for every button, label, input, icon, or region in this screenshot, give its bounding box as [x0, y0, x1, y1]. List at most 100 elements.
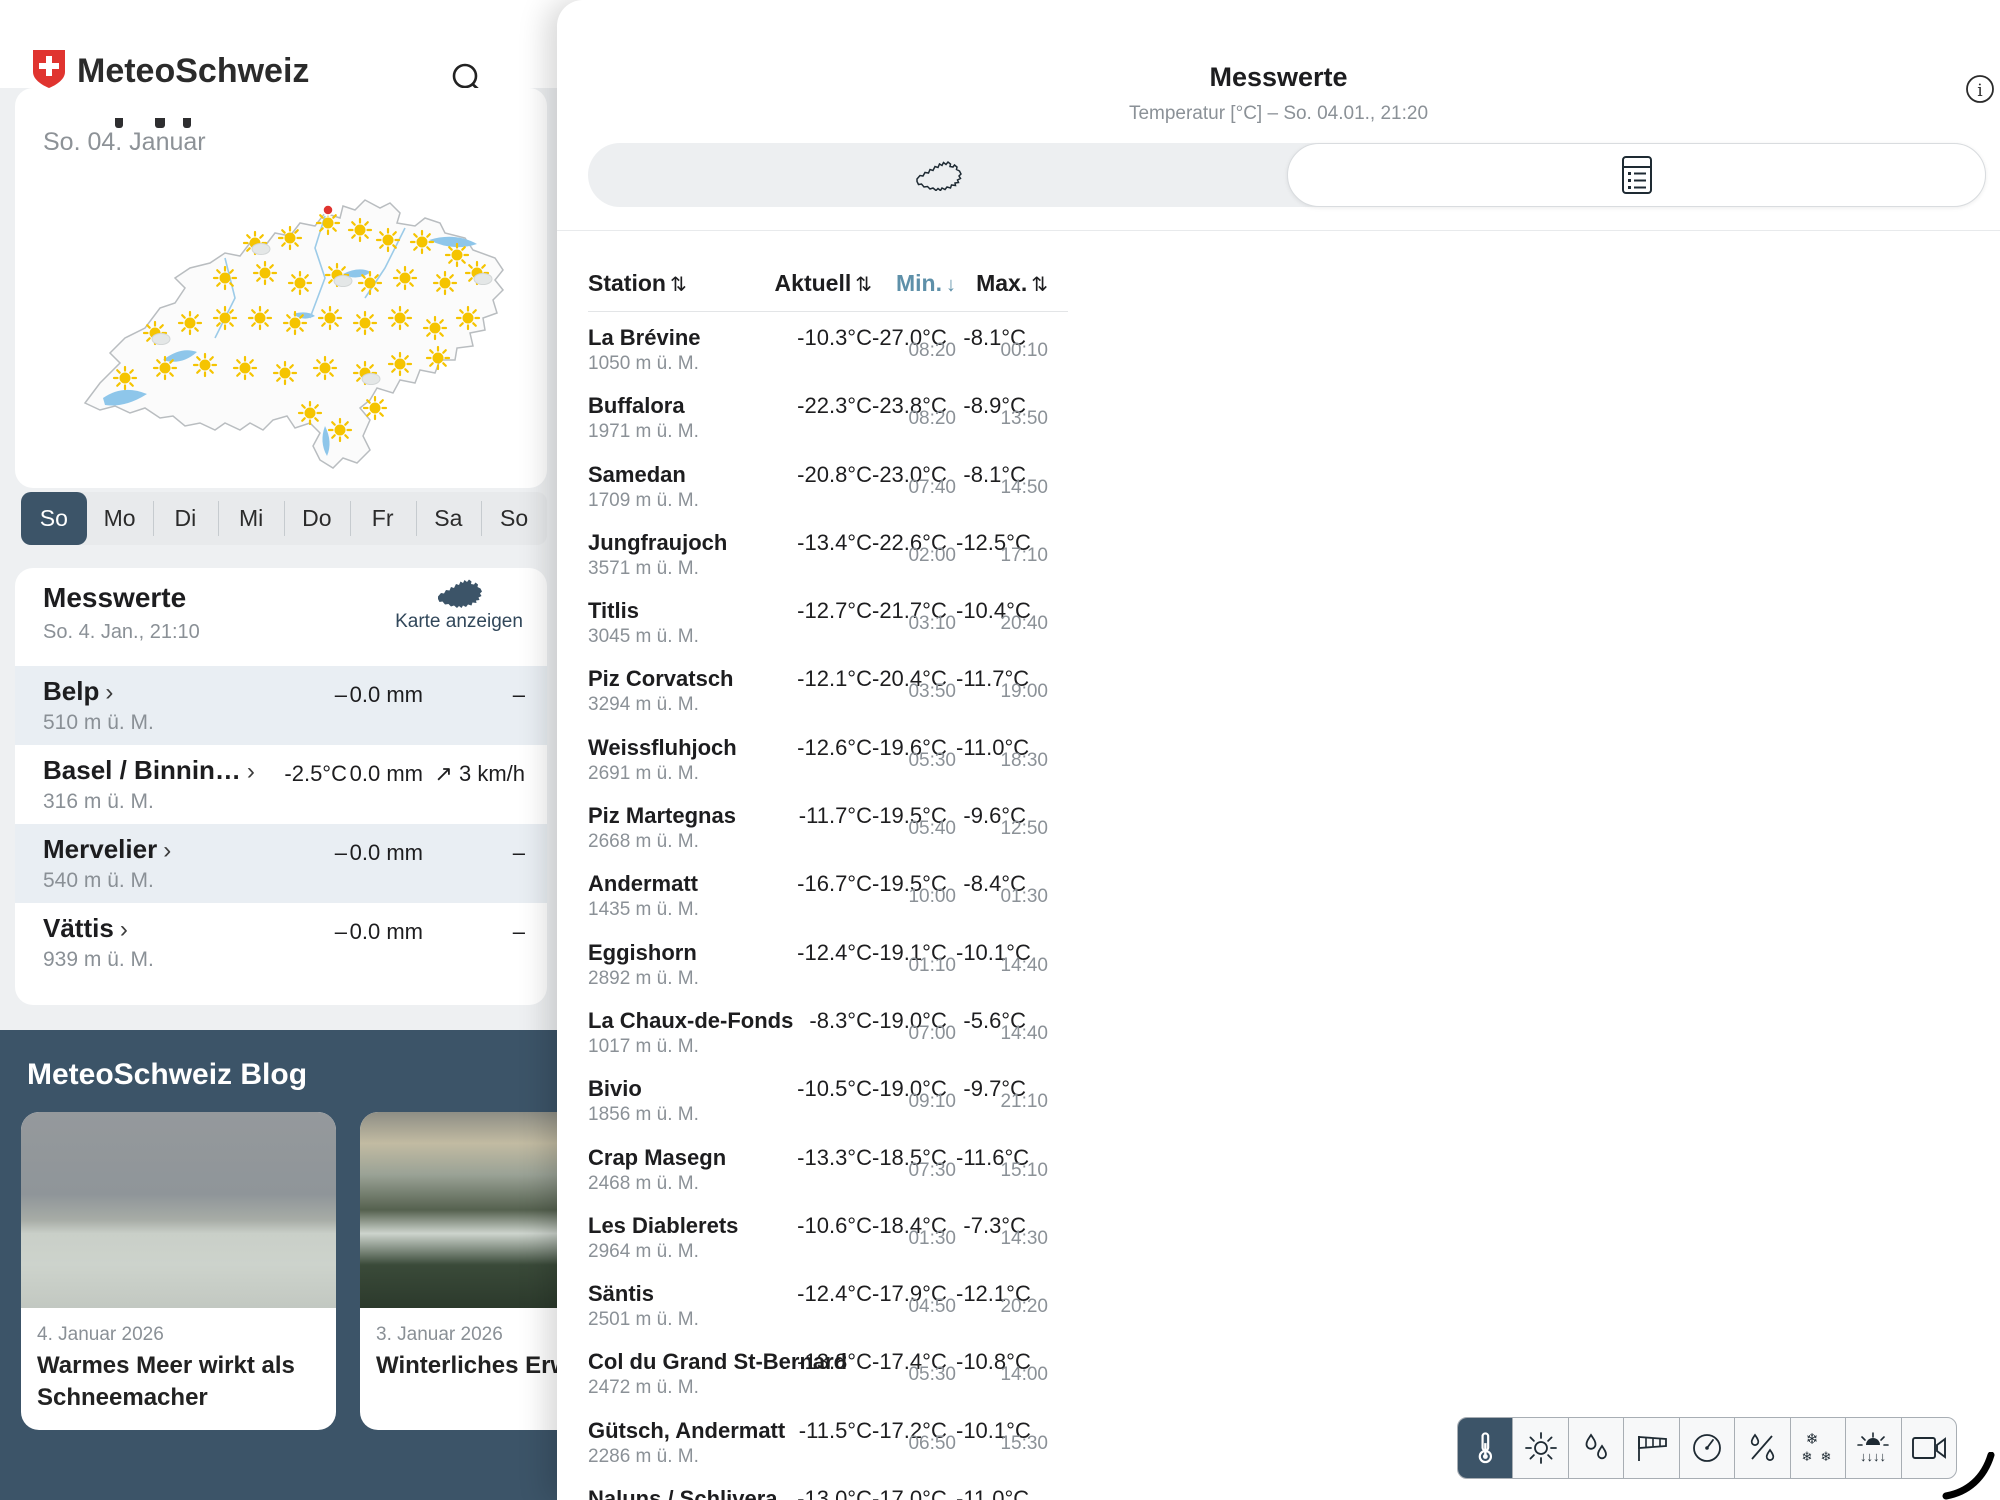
min-value: -23.0°C 07:40 — [872, 461, 956, 498]
table-row[interactable]: Crap Masegn -13.3°C -18.5°C 07:30 -11.6°C 15:… — [588, 1132, 1068, 1200]
table-row[interactable]: Piz Corvatsch -12.1°C -20.4°C 03:50 -11.7°C 1… — [588, 653, 1068, 721]
toolbar-snow-limit-button[interactable]: ↓↓↓↓ — [1846, 1418, 1902, 1478]
sun-icon — [392, 265, 418, 291]
min-value: -17.9°C 04:50 — [872, 1281, 956, 1318]
toolbar-webcam-button[interactable] — [1902, 1418, 1956, 1478]
table-row[interactable]: Jungfraujoch -13.4°C -22.6°C 02:00 -12.5°C 17… — [588, 517, 1068, 585]
day-tab-do[interactable]: Do — [284, 492, 350, 545]
blog-post-date: 3. Januar 2026 — [376, 1324, 503, 1345]
toolbar-sun-button[interactable] — [1513, 1418, 1569, 1478]
sun-icon — [177, 310, 203, 336]
day-tab-so[interactable]: So — [481, 492, 547, 545]
max-time: 15:10 — [1000, 1159, 1048, 1181]
table-row[interactable]: Buffalora -22.3°C -23.8°C 08:20 -8.9°C 13:50 1… — [588, 380, 1068, 448]
aktuell-value: -8.3°C — [809, 1007, 872, 1033]
toolbar-snow-button[interactable]: ❄ ❄ ❄ — [1791, 1418, 1847, 1478]
station-precip: 0.0 mm — [349, 761, 423, 786]
station-temp: -2.5°C — [284, 761, 347, 786]
sun-icon — [347, 217, 373, 243]
aktuell-value: -12.4°C — [797, 939, 872, 965]
toolbar-thermometer-button[interactable] — [1458, 1418, 1514, 1478]
station-altitude: 2501 m ü. M. — [588, 1309, 699, 1331]
table-row[interactable]: Titlis -12.7°C -21.7°C 03:10 -10.4°C 20:40 304… — [588, 585, 1068, 653]
table-row[interactable]: Säntis -12.4°C -17.9°C 04:50 -12.1°C 20:20 250… — [588, 1268, 1068, 1336]
station-name: Piz Martegnas — [588, 803, 736, 829]
sun-icon — [387, 305, 413, 331]
station-row[interactable]: Basel / Binnin… › 316 m ü. M. -2.5°C 0.0 mm ↗… — [15, 745, 547, 824]
sun-cloud-icon — [324, 262, 353, 288]
table-row[interactable]: Bivio -10.5°C -19.0°C 09:10 -9.7°C 21:10 1856 … — [588, 1063, 1068, 1131]
sort-icon: ⇅ — [669, 274, 687, 296]
station-altitude: 3045 m ü. M. — [588, 626, 699, 648]
table-row[interactable]: Weissfluhjoch -12.6°C -19.6°C 05:30 -11.0°C 1… — [588, 722, 1068, 790]
min-time: 07:40 — [908, 476, 956, 498]
column-header-max[interactable]: Max. ⇅ — [956, 270, 1048, 297]
table-row[interactable]: Naluns / Schlivera -13.0°C -17.0°C -11.0°C — [588, 1473, 1068, 1500]
table-row[interactable]: Samedan -20.8°C -23.0°C 07:40 -8.1°C 14:50 170… — [588, 449, 1068, 517]
min-value: -17.2°C 06:50 — [872, 1417, 956, 1454]
table-header-row: Station ⇅ Aktuell ⇅ Min. ↓ Max. ⇅ — [588, 270, 1068, 297]
station-name: Mervelier › — [43, 834, 172, 864]
min-value: -23.8°C 08:20 — [872, 393, 956, 430]
toggle-map-view[interactable] — [588, 143, 1287, 207]
svg-text:❄: ❄ — [1820, 1449, 1831, 1464]
toolbar-humidity-button[interactable] — [1735, 1418, 1791, 1478]
max-value: -10.8°C 14:00 — [956, 1349, 1048, 1386]
measurements-table: Station ⇅ Aktuell ⇅ Min. ↓ Max. ⇅ La Brévine -10… — [588, 270, 1068, 1500]
max-time: 19:00 — [1000, 681, 1048, 703]
table-row[interactable]: Eggishorn -12.4°C -19.1°C 01:10 -10.1°C 14:40… — [588, 927, 1068, 995]
day-tab-di[interactable]: Di — [152, 492, 219, 545]
table-row[interactable]: La Brévine -10.3°C -27.0°C 08:20 -8.1°C 00:10… — [588, 312, 1068, 380]
station-altitude: 316 m ü. M. — [43, 790, 154, 813]
svg-text:❄: ❄ — [1806, 1431, 1819, 1448]
station-row[interactable]: Mervelier › 540 m ü. M. –0.0 mm – — [15, 824, 547, 903]
station-precip: 0.0 mm — [349, 840, 423, 865]
table-row[interactable]: Gütsch, Andermatt -11.5°C -17.2°C 06:50 -10.… — [588, 1405, 1068, 1473]
info-icon[interactable]: i — [1963, 72, 1997, 106]
station-altitude: 1017 m ü. M. — [588, 1035, 699, 1057]
station-name: Gütsch, Andermatt — [588, 1417, 786, 1443]
max-time: 18:30 — [1000, 749, 1048, 771]
sun-icon — [297, 400, 323, 426]
show-map-link[interactable]: Karte anzeigen — [395, 576, 523, 633]
toggle-list-view[interactable] — [1287, 143, 1986, 207]
station-row[interactable]: Belp › 510 m ü. M. –0.0 mm – — [15, 666, 547, 745]
sun-cloud-icon — [142, 320, 171, 346]
column-header-aktuell[interactable]: Aktuell ⇅ — [758, 270, 872, 297]
toolbar-pressure-button[interactable] — [1680, 1418, 1736, 1478]
aktuell-value: -11.7°C — [798, 803, 872, 829]
table-row[interactable]: Les Diablerets -10.6°C -18.4°C 01:30 -7.3°C 1… — [588, 1200, 1068, 1268]
day-tab-fr[interactable]: Fr — [349, 492, 416, 545]
table-row[interactable]: La Chaux-de-Fonds -8.3°C -19.0°C 07:00 -5.6°… — [588, 995, 1068, 1063]
min-value: -19.6°C 05:30 — [872, 734, 956, 771]
aktuell-value: -12.7°C — [797, 598, 872, 624]
aktuell-value: -11.5°C — [798, 1417, 872, 1443]
toolbar-precipitation-button[interactable] — [1569, 1418, 1625, 1478]
day-tab-mi[interactable]: Mi — [218, 492, 284, 545]
sun-icon — [352, 310, 378, 336]
station-altitude: 2468 m ü. M. — [588, 1172, 699, 1194]
station-row[interactable]: Vättis › 939 m ü. M. –0.0 mm – — [15, 903, 547, 982]
day-tab-sa[interactable]: Sa — [415, 492, 482, 545]
station-name: Basel / Binnin… › — [43, 755, 255, 785]
table-row[interactable]: Col du Grand St-Bernard -13.8°C -17.4°C 05:… — [588, 1336, 1068, 1404]
table-row[interactable]: Piz Martegnas -11.7°C -19.5°C 05:40 -9.6°C 12… — [588, 790, 1068, 858]
blog-post-card[interactable]: 4. Januar 2026 Warmes Meer wirkt als Schn… — [21, 1112, 336, 1430]
station-altitude: 2286 m ü. M. — [588, 1445, 699, 1467]
station-altitude: 1709 m ü. M. — [588, 489, 699, 511]
day-tab-mo[interactable]: Mo — [103, 505, 136, 531]
forecast-map-card[interactable]: So. 04. Januar — [15, 88, 547, 488]
column-header-station[interactable]: Station ⇅ — [588, 270, 758, 297]
max-time: 14:40 — [1000, 1022, 1048, 1044]
toolbar-wind-button[interactable] — [1624, 1418, 1680, 1478]
min-value: -19.5°C 10:00 — [872, 871, 956, 908]
min-value: -20.4°C 03:50 — [872, 666, 956, 703]
station-name: Jungfraujoch — [588, 529, 728, 555]
max-time: 14:30 — [1000, 1227, 1048, 1249]
blog-heading: MeteoSchweiz Blog — [27, 1058, 308, 1091]
day-tab-so[interactable]: So — [21, 492, 87, 545]
column-header-min[interactable]: Min. ↓ — [872, 270, 956, 297]
aktuell-value: -12.1°C — [797, 666, 872, 692]
min-value: -21.7°C 03:10 — [872, 598, 956, 635]
table-row[interactable]: Andermatt -16.7°C -19.5°C 10:00 -8.4°C 01:30 1… — [588, 858, 1068, 926]
